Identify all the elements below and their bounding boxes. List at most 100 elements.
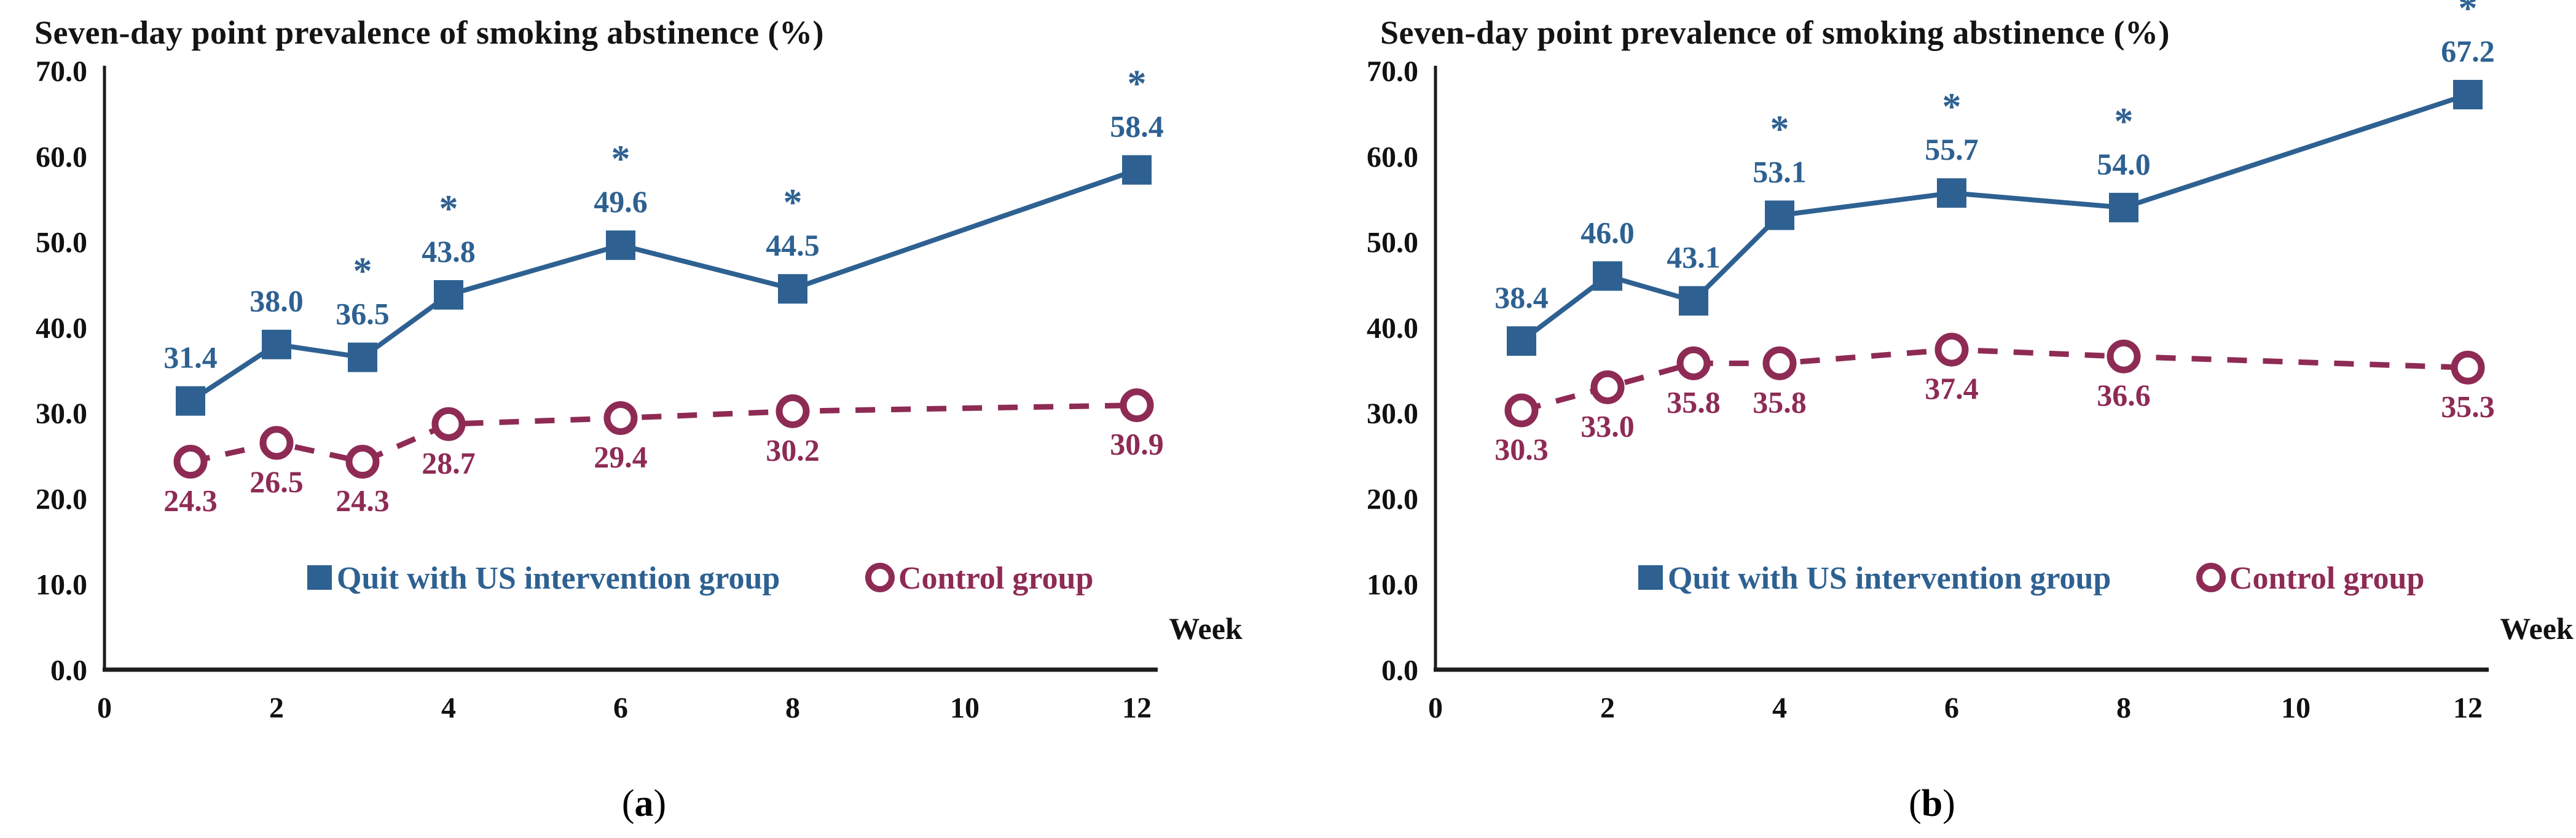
y-tick-label: 60.0: [36, 141, 87, 173]
x-tick-label: 6: [1944, 692, 1959, 724]
chart-title-a: Seven-day point prevalence of smoking ab…: [34, 14, 825, 51]
marker-square-w8: [778, 274, 807, 304]
panel-caption-b: (b): [1909, 783, 1955, 824]
data-label-control-w8: 30.2: [766, 433, 820, 467]
marker-square-w6: [606, 230, 635, 260]
series-line-control: [1520, 347, 2468, 413]
y-tick-label: 50.0: [1367, 227, 1418, 259]
marker-circle-w1: [173, 445, 208, 479]
sig-asterisk-w4: *: [1770, 108, 1789, 150]
y-tick-label: 30.0: [1367, 397, 1418, 430]
y-tick-label: 40.0: [36, 312, 87, 345]
marker-square-w4: [434, 280, 463, 310]
x-tick-label: 4: [441, 692, 456, 724]
y-tick-label: 0.0: [1381, 654, 1418, 687]
marker-circle-w12: [1120, 388, 1154, 423]
x-tick-label: 2: [269, 692, 284, 724]
series-line-intervention: [189, 167, 1138, 403]
marker-square-w8: [2109, 192, 2138, 222]
legend-label-intervention: Quit with US intervention group: [1668, 561, 2111, 596]
data-label-intervention-w8: 44.5: [766, 228, 820, 262]
legend-swatch-intervention: [307, 565, 332, 590]
data-label-control-w6: 29.4: [594, 440, 648, 474]
marker-circle-w6: [1934, 332, 1969, 367]
marker-circle-w4: [431, 407, 466, 441]
y-tick-label: 40.0: [1367, 312, 1418, 345]
data-label-intervention-w2: 46.0: [1581, 215, 1635, 249]
data-label-intervention-w3: 36.5: [336, 297, 390, 331]
data-label-intervention-w8: 54.0: [2097, 147, 2151, 181]
x-tick-label: 8: [2116, 692, 2131, 724]
marker-square-w2: [1593, 261, 1622, 291]
data-label-intervention-w1: 31.4: [163, 340, 218, 375]
marker-circle-w3: [1676, 346, 1711, 380]
y-tick-label: 60.0: [1367, 141, 1418, 173]
data-label-control-w1: 30.3: [1494, 432, 1549, 466]
x-tick-label: 8: [785, 692, 800, 724]
y-tick-label: 10.0: [1367, 569, 1418, 601]
y-tick-label: 70.0: [1367, 55, 1418, 88]
data-label-control-w6: 37.4: [1925, 371, 1979, 405]
x-tick-label: 10: [950, 692, 980, 724]
data-label-control-w4: 28.7: [422, 445, 476, 480]
x-tick-label: 12: [1122, 692, 1152, 724]
marker-square-w3: [1679, 286, 1708, 316]
data-label-control-w2: 26.5: [249, 464, 304, 499]
y-tick-label: 10.0: [36, 569, 87, 601]
sig-asterisk-w6: *: [1942, 86, 1961, 128]
chart-canvas-a: 0.0 10.0 20.0 30.0 40.0 50.0 60.0 70.0 0 2 4 6 8 10 12…: [36, 55, 1243, 724]
legend-swatch-control: [2196, 563, 2226, 592]
data-label-intervention-w3: 43.1: [1667, 240, 1721, 275]
data-label-intervention-w4: 53.1: [1753, 154, 1807, 189]
legend-label-control: Control group: [898, 561, 1093, 596]
marker-circle-w3: [345, 445, 380, 479]
marker-circle-w8: [776, 394, 810, 428]
marker-circle-w8: [2107, 339, 2141, 374]
x-tick-label: 0: [97, 692, 112, 724]
y-tick-label: 0.0: [50, 654, 87, 687]
data-label-intervention-w12: 58.4: [1110, 109, 1164, 144]
data-label-control-w12: 30.9: [1110, 427, 1164, 461]
x-tick-label: 2: [1600, 692, 1615, 724]
data-label-intervention-w6: 49.6: [594, 184, 648, 219]
y-tick-label: 50.0: [36, 227, 87, 259]
x-tick-label: 10: [2281, 692, 2311, 724]
data-label-intervention-w6: 55.7: [1925, 132, 1979, 166]
chart-title-b: Seven-day point prevalence of smoking ab…: [1380, 14, 2170, 51]
series-line-intervention: [1520, 92, 2469, 343]
marker-square-w12: [2453, 80, 2483, 109]
marker-circle-w1: [1504, 393, 1539, 428]
marker-square-w3: [348, 342, 377, 372]
legend-label-control: Control group: [2229, 561, 2424, 596]
y-tick-label: 20.0: [36, 483, 87, 515]
marker-circle-w4: [1762, 346, 1797, 380]
sig-asterisk-w12: *: [1128, 63, 1147, 105]
marker-square-w6: [1937, 178, 1966, 208]
legend-swatch-control: [865, 563, 895, 592]
series-line-control: [190, 402, 1137, 465]
x-tick-label: 0: [1428, 692, 1443, 724]
sig-asterisk-w8: *: [783, 182, 803, 224]
marker-circle-w2: [1590, 370, 1625, 404]
marker-square-w1: [1507, 326, 1536, 356]
data-label-control-w4: 35.8: [1753, 385, 1807, 419]
y-tick-label: 20.0: [1367, 483, 1418, 515]
x-tick-label: 4: [1772, 692, 1787, 724]
panel-b: Seven-day point prevalence of smoking ab…: [1288, 0, 2576, 838]
data-label-intervention-w2: 38.0: [249, 284, 304, 318]
legend-swatch-intervention: [1638, 565, 1663, 590]
sig-asterisk-w4: *: [439, 188, 458, 230]
sig-asterisk-w8: *: [2115, 101, 2134, 143]
data-label-intervention-w4: 43.8: [422, 234, 476, 268]
data-label-control-w3: 24.3: [336, 484, 390, 518]
data-label-intervention-w12: 67.2: [2441, 34, 2495, 68]
marker-circle-w12: [2451, 350, 2485, 385]
data-label-intervention-w1: 38.4: [1494, 280, 1549, 315]
data-label-control-w3: 35.8: [1667, 385, 1721, 419]
marker-circle-w6: [603, 401, 638, 435]
sig-asterisk-w12: *: [2459, 0, 2478, 29]
marker-square-w1: [176, 386, 205, 416]
y-tick-label: 30.0: [36, 397, 87, 430]
panel-caption-a: (a): [621, 783, 667, 824]
